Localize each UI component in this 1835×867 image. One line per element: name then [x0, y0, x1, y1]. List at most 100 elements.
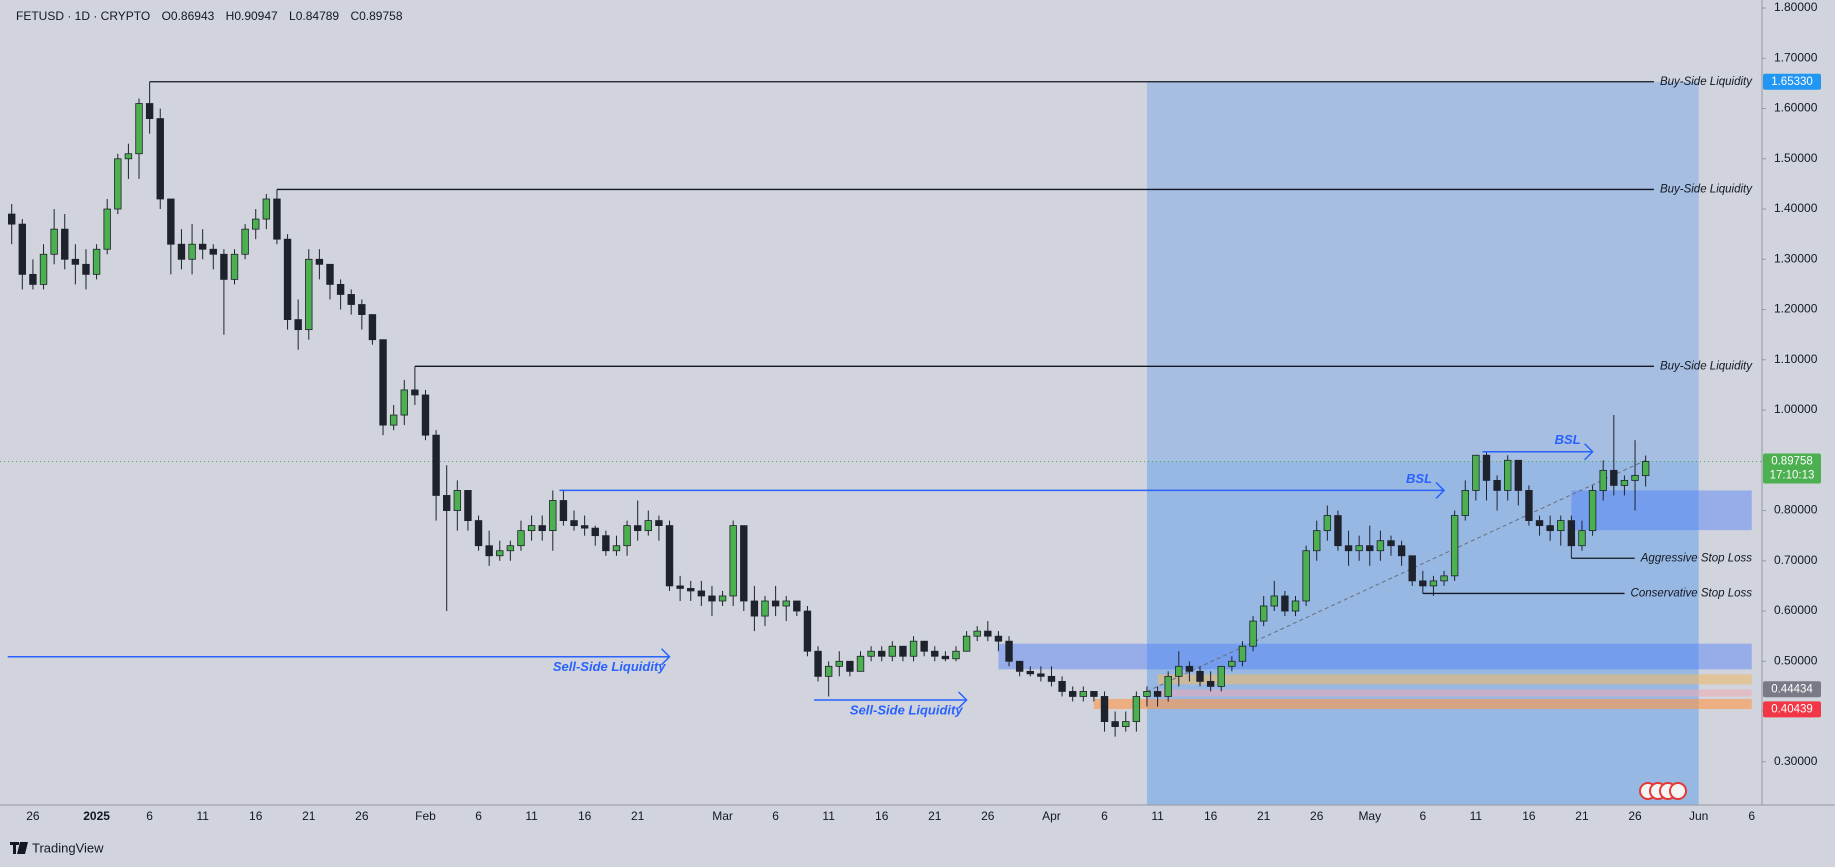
candle-body — [273, 198, 281, 240]
candle-body — [909, 640, 918, 657]
candle-body — [167, 198, 175, 245]
candle-body — [485, 545, 493, 557]
x-tick-label: 11 — [196, 809, 209, 823]
y-tick-label: 0.70000 — [1774, 553, 1818, 567]
candle-body — [474, 520, 483, 547]
candle-body — [262, 198, 271, 220]
candle-body — [82, 263, 90, 275]
brand-logo: TradingView — [10, 840, 104, 855]
candle-body — [1238, 645, 1247, 662]
candle-body — [1620, 479, 1629, 486]
candle-body — [103, 208, 111, 250]
candle-body — [888, 645, 897, 657]
ohlc-close: C0.89758 — [350, 9, 402, 23]
axes: 0.300000.400000.500000.600000.700000.800… — [26, 0, 1821, 823]
candle-body — [1228, 660, 1236, 667]
candle-body — [145, 103, 154, 119]
candle-body — [156, 118, 164, 200]
candle-body — [464, 490, 472, 521]
candle-body — [962, 635, 971, 652]
x-tick-label: 16 — [1204, 809, 1218, 823]
candle-body — [1535, 520, 1544, 527]
candle-body — [1079, 691, 1088, 697]
candle-body — [443, 495, 451, 511]
candle-body — [294, 319, 302, 331]
candle-body — [283, 238, 292, 320]
candle-body — [1259, 605, 1268, 622]
zone — [1157, 674, 1752, 685]
candle-body — [1111, 721, 1119, 728]
candle-body — [1461, 490, 1469, 516]
candle-body — [61, 228, 69, 260]
x-tick-label: 26 — [26, 809, 40, 823]
candle-body — [1450, 515, 1459, 577]
candle-body — [623, 525, 631, 547]
candle-body — [326, 263, 334, 285]
y-tick-label: 1.70000 — [1774, 50, 1818, 64]
candle-body — [1641, 461, 1650, 477]
x-tick-label: 2025 — [83, 809, 110, 823]
candle-body — [315, 258, 324, 265]
candle-body — [1249, 620, 1257, 647]
candle-body — [1408, 555, 1416, 582]
candle-body — [952, 650, 960, 660]
candle-body — [793, 600, 801, 612]
candle-body — [814, 650, 822, 677]
candle-body — [761, 600, 769, 617]
candle-body — [1302, 550, 1310, 602]
y-tick-label: 1.20000 — [1774, 302, 1818, 316]
candle-body — [1631, 474, 1639, 481]
zone — [1571, 490, 1752, 531]
price-tag — [1763, 701, 1821, 718]
arrow-label: Sell-Side Liquidity — [850, 702, 963, 717]
level-label: Buy-Side Liquidity — [1660, 76, 1753, 88]
candle-body — [1206, 680, 1215, 687]
candle-body — [29, 273, 37, 285]
y-tick-label: 1.80000 — [1774, 0, 1818, 14]
candle-body — [729, 525, 737, 597]
x-tick-label: 11 — [1151, 809, 1164, 823]
candle-body — [114, 158, 122, 210]
zone — [998, 643, 1752, 670]
candle-body — [1313, 530, 1321, 552]
trendline — [1146, 459, 1646, 692]
candle-body — [517, 530, 525, 547]
y-tick-label: 1.40000 — [1774, 201, 1818, 215]
x-tick-label: 26 — [355, 809, 369, 823]
candle-body — [92, 248, 101, 275]
arrow-label: BSL — [1406, 471, 1432, 486]
x-tick-label: 11 — [525, 809, 538, 823]
x-tick-label: 21 — [928, 809, 942, 823]
candle-body — [549, 500, 557, 532]
x-tick-label: 26 — [1628, 809, 1642, 823]
candle-body — [570, 520, 578, 527]
x-tick-label: 21 — [1575, 809, 1589, 823]
zone — [1157, 689, 1752, 697]
candle-body — [1588, 490, 1597, 532]
arrow-head — [1435, 481, 1446, 499]
level-label: Conservative Stop Loss — [1631, 587, 1753, 599]
candle-body — [655, 520, 663, 527]
candle-body — [1599, 469, 1607, 491]
candle-body — [856, 655, 865, 672]
x-tick-label: 21 — [1257, 809, 1271, 823]
candle-body — [718, 595, 727, 602]
candle-body — [591, 527, 599, 537]
candle-body — [1090, 691, 1098, 697]
candle-body — [1015, 660, 1024, 672]
candle-body — [1504, 459, 1512, 491]
candle-body — [1175, 665, 1183, 677]
price-tag-label: 1.65330 — [1771, 76, 1813, 88]
candle-body — [347, 294, 355, 305]
ohlc-high: H0.90947 — [226, 9, 278, 23]
symbol-header: FETUSD · 1D · CRYPTO O0.86943 H0.90947 L… — [16, 9, 403, 23]
candle-body — [867, 650, 875, 657]
arrow-head — [1584, 443, 1594, 461]
flag-icon — [1669, 782, 1687, 800]
y-tick-label: 0.60000 — [1774, 603, 1818, 617]
arrow-label: Sell-Side Liquidity — [553, 659, 666, 674]
candle-body — [1047, 675, 1056, 682]
candle-body — [241, 228, 249, 255]
candle-body — [676, 585, 684, 589]
